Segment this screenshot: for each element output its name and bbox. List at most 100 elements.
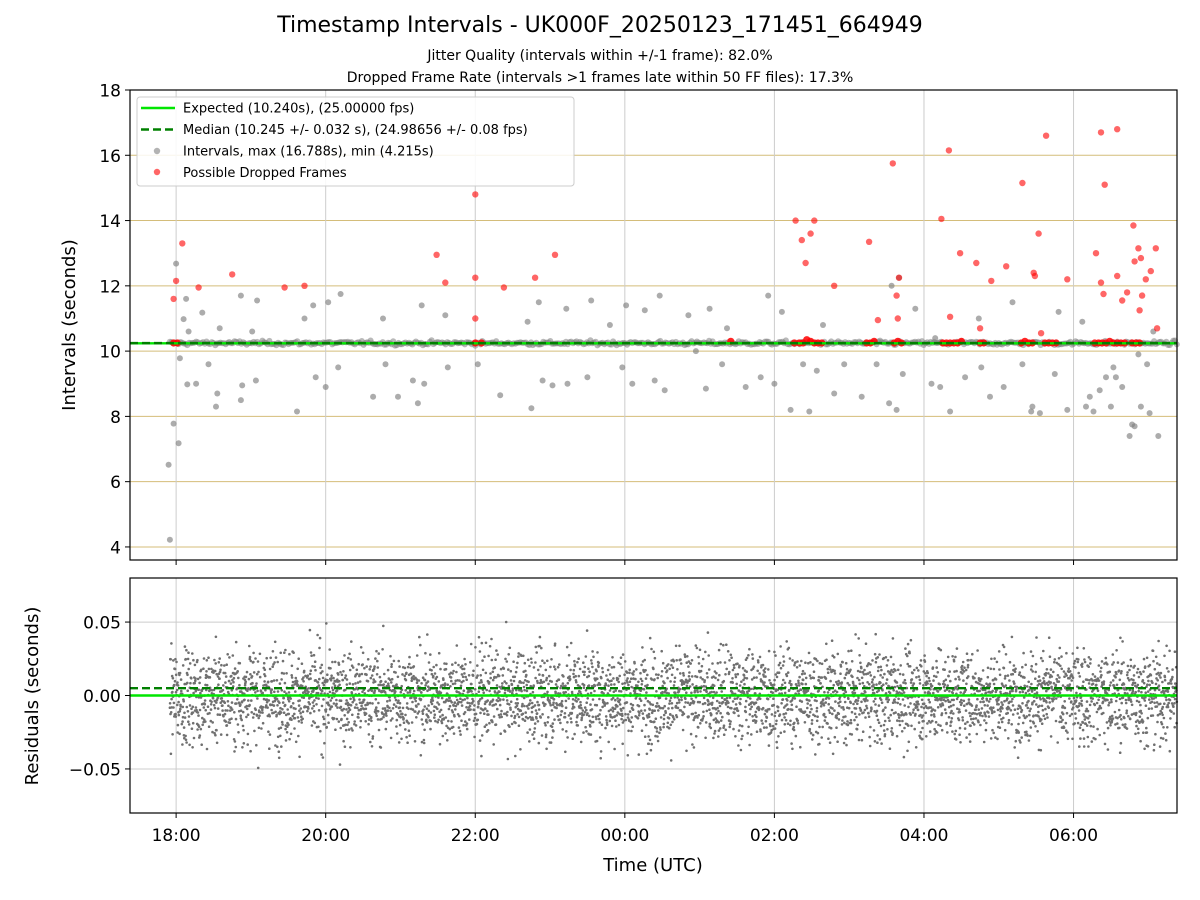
residual-point [962,679,965,682]
residual-point [668,699,672,702]
residual-point [846,723,850,727]
residual-point [854,633,857,636]
dropped-frame-point [956,250,964,257]
residual-point [1016,712,1019,715]
residual-point [782,678,785,682]
residual-point [205,670,208,673]
residual-point [405,702,409,705]
residual-point [777,671,781,674]
residual-point [792,728,796,732]
residual-point [598,713,601,716]
residual-point [278,682,282,685]
residual-point [488,721,491,725]
residual-point [415,716,418,719]
residual-point [328,690,332,694]
residual-point [519,748,522,751]
residual-point [1018,690,1022,694]
residual-point [828,665,831,669]
top-y-tick-label: 14 [99,212,121,232]
residual-point [489,676,493,680]
residual-point [574,674,577,678]
residual-point [676,668,679,671]
residual-point [419,643,422,647]
residual-point [517,655,520,658]
residual-point [277,756,281,760]
residual-point [494,658,497,661]
residual-point [767,668,770,671]
residual-point [780,702,783,705]
residual-point [332,676,335,680]
residual-point [539,665,542,668]
residual-point [256,660,260,663]
residual-point [288,737,291,741]
residual-point [585,708,588,712]
residual-point [360,704,363,708]
interval-point [619,364,626,371]
dropped-frame-point [894,315,901,322]
residual-point [715,712,719,715]
residual-point [1008,660,1012,664]
residual-point [810,719,814,722]
residual-point [858,682,862,686]
dropped-frame-point [874,316,882,324]
residual-point [331,688,335,692]
residual-point [509,669,513,673]
residual-point [722,679,726,683]
dropped-frame-point [472,274,479,281]
residual-point [641,712,645,715]
residual-point [486,709,489,713]
residual-point [244,675,248,679]
residual-point [423,678,427,682]
residual-point [524,711,527,714]
residual-point [261,721,265,725]
residual-point [691,743,694,746]
interval-point [395,393,401,400]
residual-point [582,713,585,717]
interval-point [237,397,244,404]
residual-point [1018,716,1021,719]
residual-point [329,667,332,670]
residual-point [549,665,552,669]
residual-point [849,668,852,672]
residual-point [245,670,249,674]
residual-point [398,706,402,709]
residual-point [494,723,498,726]
residual-point [310,654,313,657]
residual-point [392,703,396,706]
residual-point [822,704,826,707]
residual-point [737,744,740,747]
residual-point [389,654,392,658]
residual-point [488,689,491,693]
residual-point [571,737,574,740]
residual-point [675,715,679,719]
residual-point [267,699,271,702]
residual-point [784,712,788,715]
residual-point [1016,707,1020,711]
top-y-tick-label: 18 [99,82,121,102]
residual-point [405,735,408,739]
residual-point [398,701,402,705]
residual-point [660,670,664,673]
interval-point [719,361,726,368]
residual-point [633,690,637,694]
residual-point [774,654,777,657]
residual-point [322,698,325,701]
dropped-frame-point [1136,307,1143,314]
residual-point [227,679,231,683]
residual-point [883,719,887,723]
dropped-frame-point [1152,245,1160,252]
residual-point [687,665,690,668]
residual-point [588,670,591,673]
residual-point [883,713,886,716]
residual-point [648,708,652,711]
residual-point [601,666,604,670]
residual-point [705,690,708,694]
residual-point [238,661,242,665]
residual-point [325,622,328,625]
residual-point [397,741,401,744]
residual-point [979,711,983,715]
residual-point [731,677,734,680]
residual-point [662,717,666,721]
residual-point [669,696,673,700]
dropped-frame-point [1114,126,1121,133]
